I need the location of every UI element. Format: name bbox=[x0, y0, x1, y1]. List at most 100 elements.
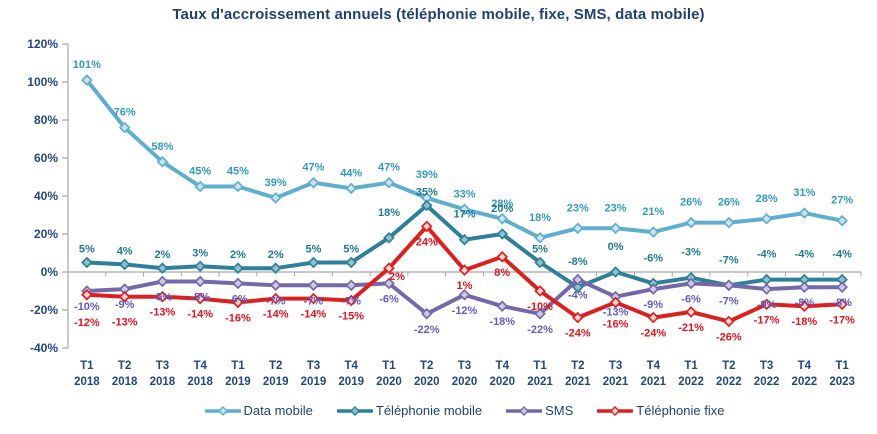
data-label: 2% bbox=[230, 249, 246, 261]
point-marker bbox=[307, 176, 320, 189]
point-marker bbox=[836, 298, 848, 311]
x-tick-quarter: T2 bbox=[118, 360, 131, 372]
point-marker bbox=[81, 288, 93, 301]
x-tick-year: 2023 bbox=[829, 376, 855, 388]
x-tick-year: 2020 bbox=[489, 376, 515, 388]
legend-label: Téléphonie fixe bbox=[636, 403, 725, 418]
point-marker bbox=[118, 290, 131, 303]
point-marker bbox=[345, 294, 358, 307]
data-label: 76% bbox=[114, 107, 136, 119]
point-marker bbox=[836, 214, 848, 227]
point-marker bbox=[760, 273, 773, 286]
y-tick-label: 80% bbox=[34, 113, 58, 127]
data-label: 3% bbox=[192, 247, 208, 259]
data-label: 26% bbox=[718, 197, 740, 209]
data-label: -6% bbox=[379, 293, 399, 305]
y-tick-label: 120% bbox=[27, 37, 58, 51]
data-label: -9% bbox=[644, 299, 664, 311]
point-marker bbox=[81, 256, 93, 269]
data-label: -24% bbox=[640, 328, 666, 340]
point-marker bbox=[345, 182, 358, 195]
x-tick-quarter: T4 bbox=[345, 360, 359, 372]
y-tick-label: 0% bbox=[41, 265, 59, 279]
point-marker bbox=[534, 285, 546, 297]
data-label: -6% bbox=[228, 293, 248, 305]
legend-item-telephonie-fixe: Téléphonie fixe bbox=[597, 403, 724, 418]
data-label: 5% bbox=[343, 244, 359, 256]
data-label: 4% bbox=[117, 245, 133, 257]
data-label: -14% bbox=[187, 309, 213, 321]
point-marker bbox=[685, 216, 697, 229]
legend: Data mobile Téléphonie mobile SMS Téléphoni… bbox=[68, 403, 861, 418]
point-marker bbox=[269, 262, 282, 275]
point-marker bbox=[269, 192, 282, 204]
data-label: 8% bbox=[494, 267, 510, 279]
x-tick-year: 2022 bbox=[716, 376, 742, 388]
point-marker bbox=[307, 292, 320, 305]
data-label: -21% bbox=[678, 322, 704, 334]
data-label: 24% bbox=[416, 236, 438, 248]
x-tick-quarter: T4 bbox=[798, 360, 812, 372]
x-tick-quarter: T3 bbox=[156, 360, 169, 372]
data-label: 101% bbox=[73, 59, 101, 71]
legend-marker-icon bbox=[336, 405, 373, 416]
x-tick-year: 2022 bbox=[678, 376, 704, 388]
data-labels-data-mobile: 101% 76% 58% 45% 45% 39% 47% 44% 47% 39% 33% 28% 18%… bbox=[73, 59, 854, 224]
data-label: -10% bbox=[527, 301, 553, 313]
point-marker bbox=[571, 281, 584, 294]
x-tick-quarter: T1 bbox=[382, 360, 396, 372]
point-marker bbox=[458, 203, 471, 216]
data-label: 5% bbox=[532, 244, 548, 256]
data-label: 2% bbox=[389, 271, 405, 283]
x-tick-quarter: T2 bbox=[420, 360, 433, 372]
point-marker bbox=[723, 279, 735, 292]
data-label: -9% bbox=[115, 299, 135, 311]
point-marker bbox=[269, 292, 282, 305]
point-marker bbox=[496, 300, 509, 313]
point-marker bbox=[194, 275, 206, 288]
point-marker bbox=[232, 277, 244, 290]
legend-item-sms: SMS bbox=[506, 403, 573, 418]
point-marker bbox=[609, 266, 622, 278]
x-tick-quarter: T1 bbox=[684, 360, 698, 372]
data-label: -13% bbox=[150, 307, 176, 319]
point-marker bbox=[118, 258, 131, 271]
point-marker bbox=[798, 207, 811, 219]
x-tick-year: 2020 bbox=[376, 376, 402, 388]
data-label: -22% bbox=[527, 324, 553, 336]
data-label: 0% bbox=[608, 241, 624, 253]
data-label: -14% bbox=[301, 309, 327, 321]
point-marker bbox=[345, 256, 358, 269]
point-marker bbox=[118, 121, 131, 134]
data-label: 58% bbox=[151, 141, 173, 153]
data-label: 39% bbox=[416, 169, 438, 181]
data-label: 45% bbox=[189, 166, 211, 178]
legend-item-data-mobile: Data mobile bbox=[204, 403, 313, 418]
point-marker bbox=[836, 281, 848, 294]
point-marker bbox=[383, 277, 395, 290]
data-label: -9% bbox=[757, 299, 777, 311]
point-marker bbox=[383, 231, 395, 244]
x-tick-year: 2019 bbox=[225, 376, 251, 388]
plot-area: -40% -20% 0% 20% 40% 60% 80% 100% 120% T1 2018 T2 20… bbox=[27, 37, 862, 388]
x-tick-quarter: T4 bbox=[193, 360, 207, 372]
data-label: -4% bbox=[568, 290, 588, 302]
data-label: 44% bbox=[340, 167, 362, 179]
point-marker bbox=[307, 256, 320, 269]
x-tick-quarter: T2 bbox=[571, 360, 584, 372]
data-label: -18% bbox=[792, 316, 818, 328]
point-marker bbox=[534, 231, 546, 244]
point-marker bbox=[232, 296, 244, 309]
data-label: -3% bbox=[681, 247, 701, 259]
x-tick-quarter: T1 bbox=[533, 360, 547, 372]
data-labels-telephonie-mobile: 5% 4% 2% 3% 2% 2% 5% 5% 18% 35% 17% 20% 5% -8% 0% -6% -3… bbox=[79, 187, 852, 269]
point-marker bbox=[609, 222, 622, 235]
point-marker bbox=[420, 199, 433, 212]
data-label: -18% bbox=[489, 316, 515, 328]
data-label: -13% bbox=[603, 307, 629, 319]
point-marker bbox=[496, 228, 509, 240]
data-label: -14% bbox=[263, 309, 289, 321]
point-marker bbox=[798, 281, 811, 294]
data-label: -16% bbox=[603, 318, 629, 330]
x-tick-year: 2021 bbox=[641, 376, 667, 388]
